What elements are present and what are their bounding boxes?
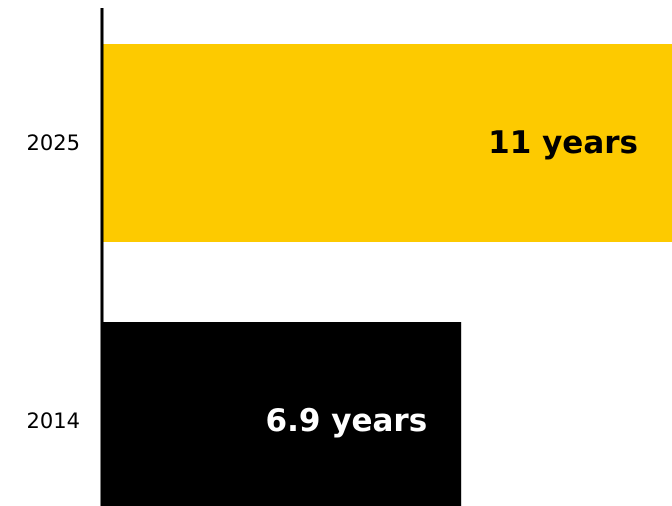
bar-2014	[102, 322, 462, 506]
category-label-2014: 2014	[27, 409, 80, 433]
bar-2025	[102, 44, 672, 242]
value-label-2025: 11 years	[488, 125, 638, 161]
bars-layer	[102, 44, 672, 506]
category-label-2025: 2025	[27, 131, 80, 155]
value-label-2014: 6.9 years	[266, 403, 428, 439]
labels-layer: 2025 11 years 2014 6.9 years	[27, 125, 638, 439]
